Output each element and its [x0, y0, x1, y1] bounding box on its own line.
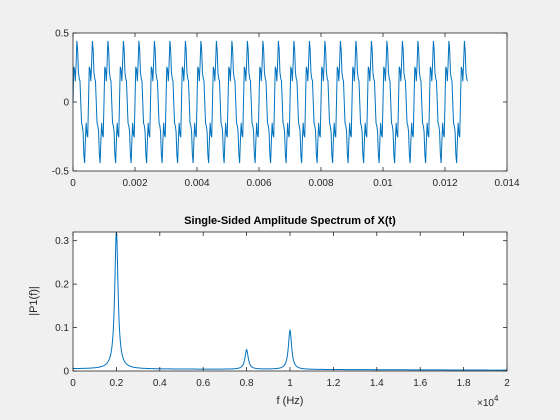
spectrum-x-label: f (Hz): [277, 395, 304, 407]
x-tick-label: 0: [70, 178, 76, 189]
spectrum-plot-area: [73, 232, 507, 371]
x-tick-label: 0.008: [308, 178, 333, 189]
y-tick-label: 0.3: [55, 236, 69, 247]
spectrum-line: [73, 231, 507, 371]
x-tick-label: 0.014: [494, 178, 519, 189]
time-domain-axes: 0 0.002 0.004 0.006 0.008 0.01 0.012 0.014-0.50…: [52, 29, 520, 190]
x-tick-label: 1.6: [413, 378, 427, 389]
y-tick-label: 0.2: [55, 280, 69, 291]
spectrum-axis-ticks: 0 0.2 0.4 0.6 0.8 1 1.2 1.4 1.6 1.8 2 0 0.1 0.2 0.3: [55, 232, 510, 389]
x-tick-label: 0.012: [432, 178, 457, 189]
x-tick-label: 0.004: [184, 178, 209, 189]
spectrum-series: [73, 231, 507, 371]
time-signal-series: [72, 40, 468, 164]
x-tick-label: 0: [70, 378, 76, 389]
time-signal-line: [72, 40, 468, 164]
x-tick-label: 2: [504, 378, 510, 389]
y-tick-label: 0: [63, 98, 69, 109]
x-tick-label: 1: [287, 378, 293, 389]
x-tick-label: 0.4: [153, 378, 167, 389]
x-tick-label: 1.2: [326, 378, 340, 389]
x-tick-label: 1.4: [370, 378, 384, 389]
x-tick-label: 0.6: [196, 378, 210, 389]
x-tick-label: 0.8: [240, 378, 254, 389]
y-tick-label: 0.1: [55, 323, 69, 334]
x-tick-label: 0.01: [373, 178, 393, 189]
spectrum-title: Single-Sided Amplitude Spectrum of X(t): [184, 215, 396, 227]
x-tick-label: 0.006: [246, 178, 271, 189]
x-tick-label: 0.002: [122, 178, 147, 189]
x-tick-label: 0.2: [109, 378, 123, 389]
y-tick-label: 0.5: [55, 29, 69, 40]
x-tick-label: 1.8: [457, 378, 471, 389]
y-tick-label: -0.5: [52, 167, 70, 178]
y-tick-label: 0: [63, 367, 69, 378]
time-axis-ticks: 0 0.002 0.004 0.006 0.008 0.01 0.012 0.014-0.50…: [52, 29, 520, 190]
spectrum-x-exponent: ×104: [477, 394, 499, 409]
spectrum-y-label: |P1(f)|: [28, 286, 40, 316]
spectrum-axes: Single-Sided Amplitude Spectrum of X(t) …: [28, 215, 510, 409]
